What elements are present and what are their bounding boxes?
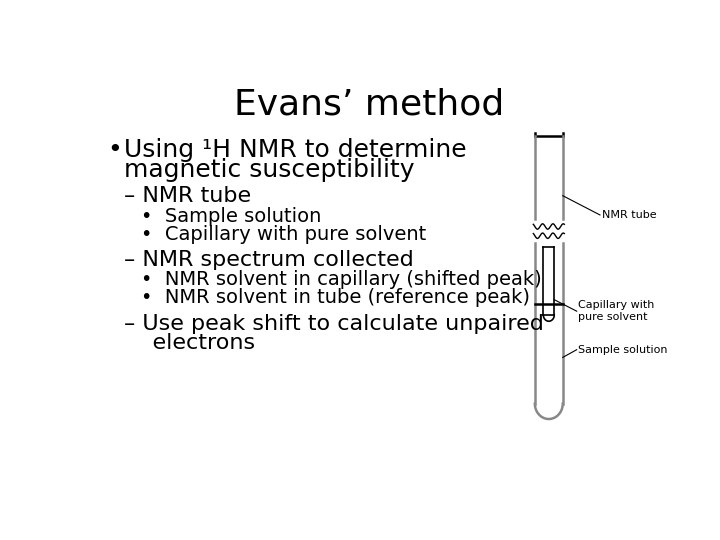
Text: – NMR tube: – NMR tube: [124, 186, 251, 206]
Text: electrons: electrons: [124, 333, 255, 353]
Text: – Use peak shift to calculate unpaired: – Use peak shift to calculate unpaired: [124, 314, 544, 334]
Text: Evans’ method: Evans’ method: [234, 88, 504, 122]
Text: Using ¹H NMR to determine: Using ¹H NMR to determine: [124, 138, 467, 162]
Text: •  NMR solvent in tube (reference peak): • NMR solvent in tube (reference peak): [141, 288, 530, 307]
Text: NMR tube: NMR tube: [601, 210, 656, 220]
Text: •  Capillary with pure solvent: • Capillary with pure solvent: [141, 225, 426, 244]
Text: – NMR spectrum collected: – NMR spectrum collected: [124, 249, 414, 269]
Text: Sample solution: Sample solution: [578, 345, 667, 355]
Text: •  Sample solution: • Sample solution: [141, 207, 322, 226]
Text: Capillary with
pure solvent: Capillary with pure solvent: [578, 300, 654, 322]
Text: magnetic susceptibility: magnetic susceptibility: [124, 158, 415, 182]
Text: •: •: [107, 138, 122, 162]
Text: •  NMR solvent in capillary (shifted peak): • NMR solvent in capillary (shifted peak…: [141, 271, 542, 289]
